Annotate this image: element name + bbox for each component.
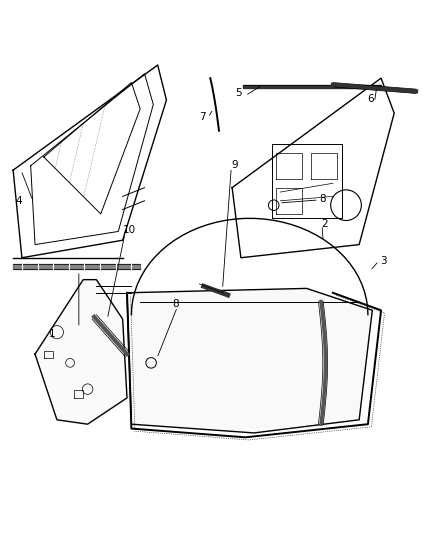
- Text: 6: 6: [367, 94, 374, 104]
- Text: 7: 7: [199, 112, 206, 122]
- Text: 2: 2: [321, 219, 328, 229]
- Text: 1: 1: [49, 329, 56, 340]
- Polygon shape: [35, 280, 127, 424]
- Text: 8: 8: [319, 195, 326, 205]
- Text: 4: 4: [15, 196, 22, 206]
- Text: 3: 3: [380, 256, 387, 266]
- Text: 5: 5: [235, 88, 242, 99]
- Text: 10: 10: [123, 225, 136, 235]
- Polygon shape: [127, 288, 372, 433]
- Text: 8: 8: [172, 298, 179, 309]
- Text: 9: 9: [231, 160, 238, 170]
